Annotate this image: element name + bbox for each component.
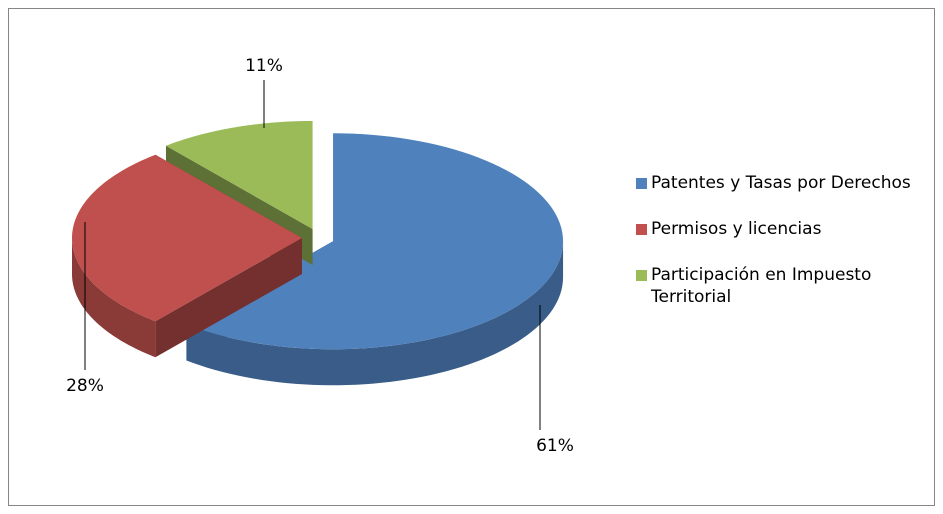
legend-label: Permisos y licencias	[651, 219, 822, 239]
legend-swatch	[636, 224, 647, 235]
slice-side	[155, 238, 302, 358]
data-label: 61%	[536, 436, 574, 456]
legend-item: Participación en Impuesto Territorial	[636, 264, 936, 308]
slice	[72, 154, 302, 322]
slice	[186, 133, 564, 350]
legend-label: Participación en Impuesto Territorial	[651, 265, 872, 307]
data-label: 11%	[245, 56, 283, 76]
slice	[165, 120, 313, 229]
slice-wall	[186, 241, 564, 386]
legend-item: Patentes y Tasas por Derechos	[636, 172, 936, 194]
data-label: 28%	[66, 376, 104, 396]
legend-item: Permisos y licencias	[636, 218, 936, 240]
legend-swatch	[636, 270, 647, 281]
slice-wall	[72, 238, 156, 358]
legend-swatch	[636, 178, 647, 189]
legend: Patentes y Tasas por Derechos Permisos y …	[636, 172, 936, 332]
legend-label: Patentes y Tasas por Derechos	[651, 173, 911, 193]
